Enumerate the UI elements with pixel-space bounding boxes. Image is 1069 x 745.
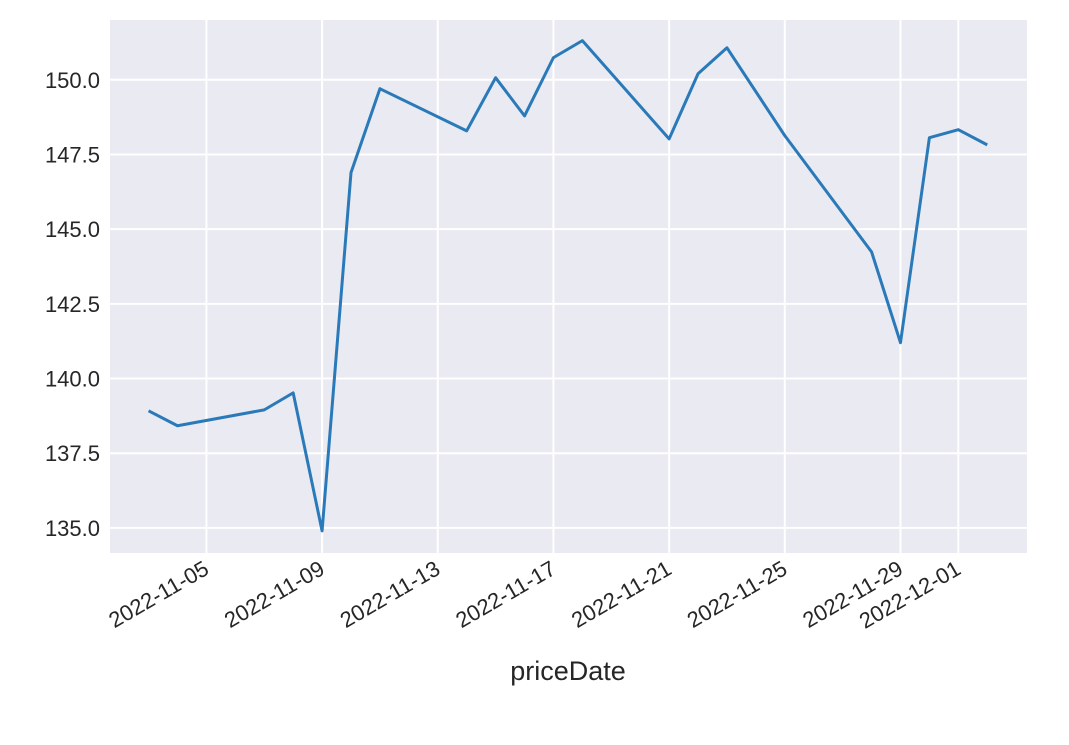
y-tick-label: 137.5 [45,441,100,466]
x-tick-label: 2022-11-17 [451,556,560,633]
y-tick-label: 145.0 [45,217,100,242]
x-tick-label: 2022-11-13 [336,556,445,633]
y-tick-label: 135.0 [45,516,100,541]
x-axis-label: priceDate [510,656,626,686]
x-tick-label: 2022-11-09 [220,556,329,633]
y-tick-label: 142.5 [45,292,100,317]
plot-area [110,20,1027,553]
price-line [147,39,988,533]
x-tick-label: 2022-11-05 [104,556,213,633]
x-tick-label: 2022-11-25 [683,556,792,633]
y-tick-label: 140.0 [45,367,100,392]
x-tick-label: 2022-11-21 [567,556,676,633]
y-tick-label: 150.0 [45,68,100,93]
y-tick-label: 147.5 [45,142,100,167]
